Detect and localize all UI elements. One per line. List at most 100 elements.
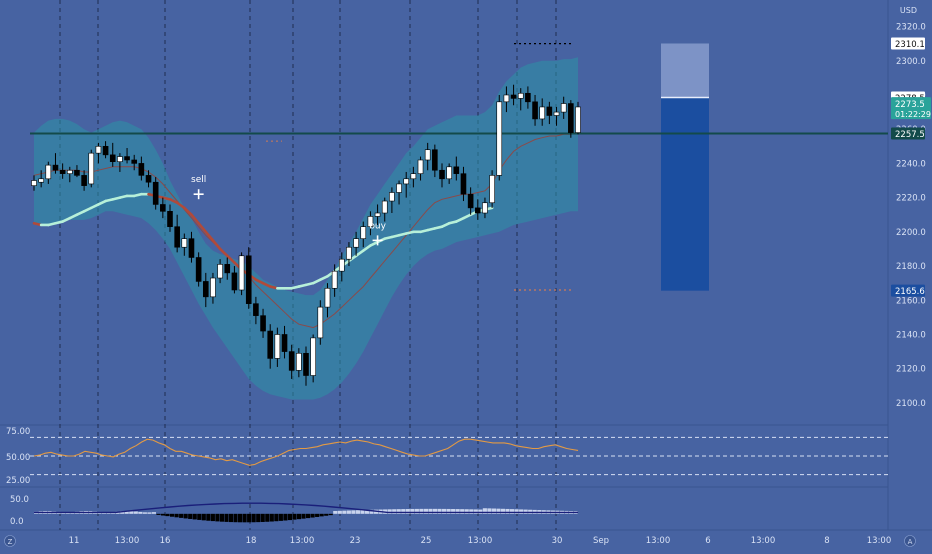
histogram-bar-negative xyxy=(319,513,324,517)
sma-line xyxy=(33,132,579,329)
candle xyxy=(202,272,209,308)
time-axis-label: 30 xyxy=(552,536,563,546)
stop-badge: 2165.6 xyxy=(891,284,925,297)
histogram-bar-negative xyxy=(165,513,170,517)
settings-badge-circle[interactable] xyxy=(904,535,916,547)
histogram-bar-negative xyxy=(278,513,283,521)
candle xyxy=(546,101,553,125)
candle-body-down xyxy=(303,352,309,376)
candle-body-up xyxy=(396,183,402,193)
histogram-bar-positive xyxy=(500,508,506,514)
price-axis-tick: 2320.0 xyxy=(896,23,926,33)
oscillator-axis-tick: 50.00 xyxy=(6,453,30,463)
candle-body-up xyxy=(296,352,302,371)
histogram-bar-positive xyxy=(129,511,134,514)
settings-badge[interactable]: A xyxy=(904,535,916,547)
candle xyxy=(460,166,467,202)
price-axis-tick: 2180.0 xyxy=(896,262,926,272)
candle xyxy=(317,300,324,345)
histogram-bar-positive xyxy=(451,509,456,514)
oscillator-axis-tick: 25.00 xyxy=(6,476,30,486)
candle-body-down xyxy=(138,163,145,176)
candle-body-down xyxy=(124,156,130,161)
histogram-bar-positive xyxy=(351,510,356,514)
ma-segment xyxy=(254,278,265,285)
histogram-bar-negative xyxy=(215,513,220,522)
histogram-bar-positive xyxy=(387,509,392,514)
candle-body-down xyxy=(152,181,159,205)
candle xyxy=(253,296,259,325)
candle xyxy=(81,170,87,191)
candle xyxy=(489,170,495,208)
histogram-bar-positive xyxy=(147,512,152,514)
candle xyxy=(52,153,59,174)
candle-body-down xyxy=(432,149,438,171)
candle-body-up xyxy=(324,287,331,308)
target-stop-box xyxy=(661,43,709,291)
ma-segment xyxy=(89,203,100,210)
histogram-bar-positive xyxy=(487,508,492,514)
candle-body-down xyxy=(460,173,467,195)
histogram-bar-negative xyxy=(210,513,215,522)
candle-body-down xyxy=(474,207,481,214)
candle-body-down xyxy=(510,94,517,99)
candle xyxy=(410,166,417,188)
candle-body-down xyxy=(288,351,295,371)
oscillator-line xyxy=(33,438,579,466)
candle xyxy=(517,88,524,111)
time-axis-label: 13:00 xyxy=(751,536,776,546)
histogram-bar-negative xyxy=(242,513,247,523)
candle xyxy=(482,197,488,219)
candle xyxy=(74,165,80,178)
time-axis-label: 25 xyxy=(421,536,432,546)
histogram-bar-positive xyxy=(432,508,438,514)
ma-segment xyxy=(455,216,465,223)
histogram-bar-positive xyxy=(364,509,370,514)
candle-body-down xyxy=(453,166,460,174)
target-zone xyxy=(661,43,709,98)
candle xyxy=(525,86,531,109)
histogram-bar-positive xyxy=(460,509,465,514)
ma-segment xyxy=(168,198,179,205)
candle xyxy=(274,327,281,367)
histogram-bar-positive xyxy=(355,510,360,514)
candle xyxy=(195,252,202,287)
time-axis-label: 13:00 xyxy=(290,536,315,546)
ma-segment xyxy=(190,213,200,225)
candle-body-down xyxy=(467,193,474,209)
candle xyxy=(210,272,216,304)
last-price-badge: 2273.501:22:29 xyxy=(891,97,931,120)
candle-body-down xyxy=(109,154,116,162)
ma-long-line xyxy=(32,192,494,290)
histogram-bar-positive xyxy=(446,508,451,514)
candle xyxy=(167,204,173,232)
histogram-bar-positive xyxy=(337,510,342,514)
candle-body-up xyxy=(181,238,188,248)
candle xyxy=(346,242,352,267)
target-top-badge: 2310.1 xyxy=(891,37,925,50)
candle-body-up xyxy=(217,264,223,279)
candle-body-down xyxy=(160,204,166,212)
histogram-bar-negative xyxy=(251,513,256,523)
histogram-bar-positive xyxy=(124,510,129,514)
candle-body-up xyxy=(575,106,581,133)
histogram-bar-positive xyxy=(342,510,347,514)
candle xyxy=(160,197,166,219)
ma-segment xyxy=(82,206,93,213)
hline-badge: 2257.5 xyxy=(891,127,925,140)
candle-body-up xyxy=(274,334,281,359)
candle xyxy=(102,141,109,159)
hline-badge-text: 2257.5 xyxy=(895,130,925,140)
sma-path xyxy=(33,132,579,329)
ma-segment xyxy=(218,247,229,258)
candle xyxy=(95,142,102,164)
histogram-bar-positive xyxy=(464,509,469,514)
histogram-bar-negative xyxy=(233,513,238,523)
candle xyxy=(424,142,431,171)
candle-body-up xyxy=(210,277,216,298)
histogram-bar-negative xyxy=(201,513,206,521)
target-top-badge-text: 2310.1 xyxy=(895,40,925,50)
candle xyxy=(88,149,95,188)
ma-segment xyxy=(347,254,358,263)
